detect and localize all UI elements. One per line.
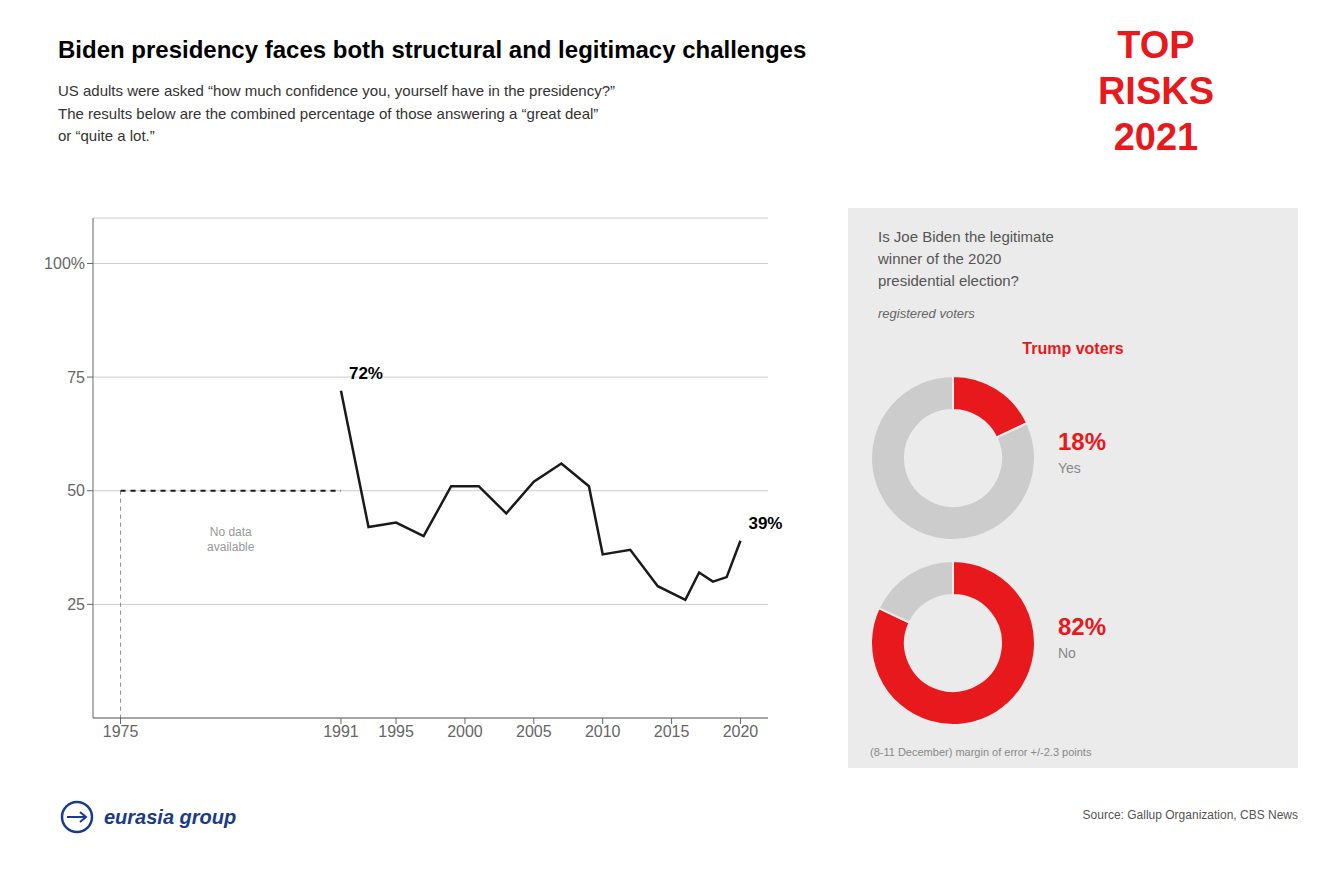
html-text:2021: 2021	[1113, 116, 1199, 158]
html-text:RISKS: RISKS	[1097, 70, 1215, 112]
svg-text:50: 50	[67, 482, 85, 499]
svg-text:No dataavailable: No dataavailable	[207, 525, 255, 554]
html-text:registered voters: registered voters	[878, 306, 975, 321]
html-text:No: No	[1058, 645, 1076, 661]
html-text:US adults were asked “how much: US adults were asked “how much confidenc…	[58, 82, 615, 144]
svg-text:2010: 2010	[585, 723, 621, 740]
svg-text:2015: 2015	[654, 723, 690, 740]
svg-text:2020: 2020	[723, 723, 759, 740]
html-text:Biden presidency faces both st: Biden presidency faces both structural a…	[58, 36, 807, 63]
html-text:Trump voters: Trump voters	[1022, 340, 1124, 357]
html-text:18%: 18%	[1058, 428, 1106, 455]
svg-text:100%: 100%	[44, 255, 85, 272]
html-text:(8-11 December) margin of erro: (8-11 December) margin of error +/-2.3 p…	[870, 746, 1092, 758]
svg-text:1991: 1991	[323, 723, 359, 740]
svg-text:1995: 1995	[378, 723, 414, 740]
html-text:Yes: Yes	[1058, 460, 1081, 476]
html-text:82%: 82%	[1058, 613, 1106, 640]
html-text:Is Joe Biden the legitimate wi: Is Joe Biden the legitimate winner of th…	[878, 228, 1054, 289]
svg-text:1975: 1975	[103, 723, 139, 740]
svg-text:72%: 72%	[349, 364, 383, 383]
html-text:Source: Gallup Organization, C: Source: Gallup Organization, CBS News	[1082, 808, 1298, 822]
html-text:TOP: TOP	[1117, 24, 1195, 66]
svg-text:25: 25	[67, 596, 85, 613]
html-text:eurasia group: eurasia group	[104, 805, 237, 828]
svg-text:2000: 2000	[447, 723, 483, 740]
svg-text:75: 75	[67, 369, 85, 386]
svg-text:39%: 39%	[748, 514, 782, 533]
svg-text:2005: 2005	[516, 723, 552, 740]
